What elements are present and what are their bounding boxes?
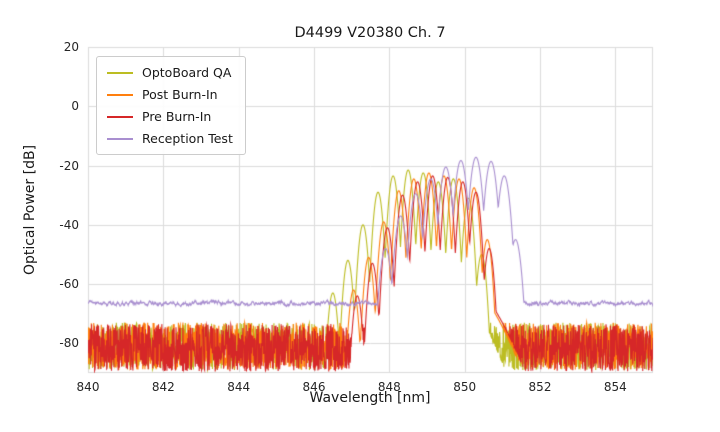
y-axis-label: Optical Power [dB] (22, 144, 38, 276)
x-tick-label: 844 (227, 380, 251, 394)
y-tick-label: 0 (71, 99, 79, 114)
legend-label: Pre Burn-In (142, 109, 212, 124)
x-tick-label: 850 (453, 380, 477, 394)
x-tick-label: 846 (302, 380, 326, 394)
y-tick-label: 20 (63, 40, 79, 54)
legend-line-swatch (107, 93, 133, 96)
x-tick-label: 852 (528, 380, 552, 394)
legend-label: Post Burn-In (142, 87, 218, 102)
x-tick-label: 848 (377, 380, 401, 394)
legend-line-swatch (107, 115, 133, 118)
x-tick-label: 854 (603, 380, 627, 394)
legend-item: Pre Burn-In (107, 109, 233, 124)
x-tick-label: 842 (151, 380, 175, 394)
legend-label: OptoBoard QA (142, 65, 232, 80)
legend-item: OptoBoard QA (107, 65, 233, 80)
y-tick-label: -20 (59, 158, 79, 173)
legend: OptoBoard QA Post Burn-In Pre Burn-In Recep… (96, 56, 246, 155)
legend-line-swatch (107, 71, 133, 74)
legend-line-swatch (107, 137, 133, 140)
x-axis-label: Wavelength [nm] (309, 390, 431, 406)
legend-item: Post Burn-In (107, 87, 233, 102)
legend-label: Reception Test (142, 131, 233, 146)
y-tick-label: -60 (59, 277, 79, 292)
x-tick-label: 840 (76, 380, 100, 394)
y-tick-label: -40 (59, 217, 79, 232)
chart-title: D4499 V20380 Ch. 7 (294, 25, 446, 41)
y-tick-label: -80 (59, 336, 79, 351)
legend-item: Reception Test (107, 131, 233, 146)
